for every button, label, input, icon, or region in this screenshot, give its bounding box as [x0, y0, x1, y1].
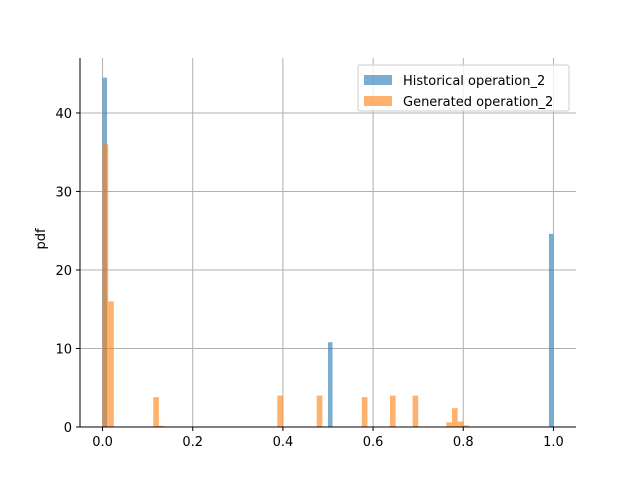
histogram-bar-generated	[158, 425, 165, 427]
histogram-bar-generated	[390, 395, 396, 427]
x-tick-label: 1.0	[543, 435, 564, 450]
histogram-bar-generated	[108, 301, 114, 427]
histogram-bar-generated	[153, 397, 159, 427]
tick-labels: 0.0 0.2 0.4 0.6 0.8 1.0 0 10 20 30 40	[55, 107, 563, 450]
legend-box	[357, 64, 570, 112]
y-axis-label: pdf	[34, 228, 49, 250]
y-tick-label: 40	[55, 107, 72, 122]
histogram-bars	[102, 77, 554, 428]
histogram-bar-generated	[361, 397, 368, 427]
legend-label: Historical operation_2	[403, 74, 545, 89]
y-tick-label: 20	[55, 264, 72, 279]
legend-swatch	[364, 96, 392, 106]
legend: Historical operation_2 Generated operatio…	[357, 64, 570, 112]
histogram-bar-generated	[412, 395, 419, 427]
histogram-bar-generated	[463, 425, 469, 427]
histogram-bar-generated	[316, 395, 323, 427]
histogram-bar-historical	[328, 342, 333, 427]
histogram-bar-generated	[452, 408, 458, 427]
x-tick-label: 0.6	[363, 435, 384, 450]
x-tick-label: 0.4	[273, 435, 294, 450]
x-tick-label: 0.8	[453, 435, 474, 450]
y-tick-label: 30	[55, 185, 72, 200]
histogram-bar-generated	[457, 421, 464, 427]
histogram-bar-generated	[446, 422, 452, 427]
legend-label: Generated operation_2	[403, 95, 553, 110]
histogram-bar-historical	[548, 233, 554, 427]
x-tick-label: 0.0	[92, 435, 113, 450]
y-tick-label: 0	[64, 421, 72, 436]
histogram-bar-generated	[277, 395, 283, 427]
x-tick-label: 0.2	[182, 435, 203, 450]
legend-swatch	[364, 75, 392, 85]
y-tick-label: 10	[55, 342, 72, 357]
axes	[79, 58, 576, 428]
histogram-bar-generated	[102, 144, 109, 428]
